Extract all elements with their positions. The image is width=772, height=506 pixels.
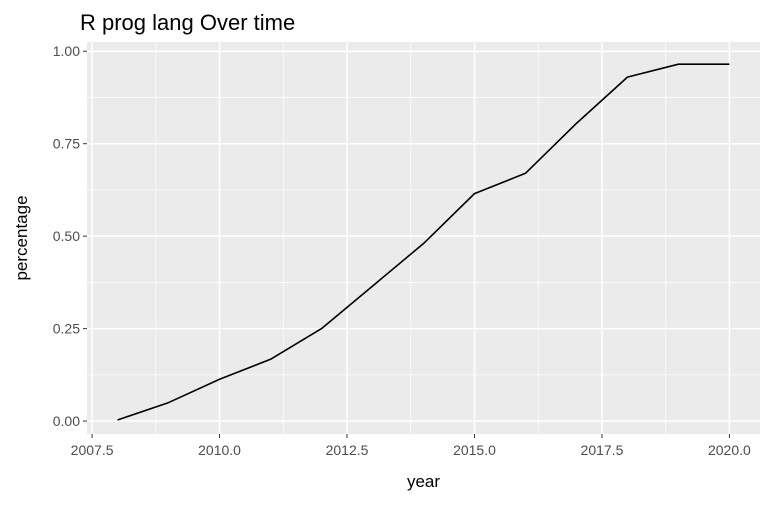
x-tick-label: 2020.0 bbox=[708, 442, 751, 458]
y-tick-label: 0.75 bbox=[53, 136, 80, 152]
series-layer bbox=[117, 63, 730, 421]
series-line bbox=[117, 63, 730, 421]
y-tick-label: 0.00 bbox=[53, 413, 80, 429]
x-tick-label: 2015.0 bbox=[453, 442, 496, 458]
y-tick-label: 1.00 bbox=[53, 43, 80, 59]
plot-panel bbox=[87, 42, 760, 434]
x-axis-ticks: 2007.5 2010.0 2012.5 2015.0 2017.5 2020.0 bbox=[71, 434, 751, 458]
y-axis-ticks: 0.00 0.25 0.50 0.75 1.00 bbox=[53, 43, 87, 429]
x-axis-title: year bbox=[407, 472, 440, 491]
y-axis-title: percentage bbox=[12, 195, 31, 280]
x-tick-label: 2010.0 bbox=[198, 442, 241, 458]
x-tick-label: 2007.5 bbox=[71, 442, 114, 458]
grid-major bbox=[87, 42, 760, 434]
x-tick-label: 2012.5 bbox=[326, 442, 369, 458]
x-tick-label: 2017.5 bbox=[581, 442, 624, 458]
chart-title: R prog lang Over time bbox=[80, 10, 295, 35]
grid-minor bbox=[87, 42, 760, 434]
y-tick-label: 0.50 bbox=[53, 228, 80, 244]
y-tick-label: 0.25 bbox=[53, 321, 80, 337]
